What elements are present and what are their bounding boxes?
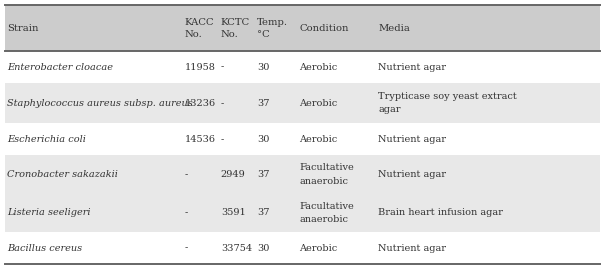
Text: agar: agar — [378, 105, 401, 114]
Text: -: - — [221, 135, 224, 144]
Text: 2949: 2949 — [221, 170, 246, 179]
Text: -: - — [221, 63, 224, 72]
Text: Aerobic: Aerobic — [299, 135, 338, 144]
Bar — [5, 155, 600, 194]
Text: Strain: Strain — [7, 24, 39, 33]
Bar — [5, 83, 600, 123]
Text: Temp.: Temp. — [257, 18, 288, 27]
Text: 37: 37 — [257, 99, 270, 108]
Text: Bacillus cereus: Bacillus cereus — [7, 244, 82, 253]
Bar — [5, 123, 600, 155]
Text: 14536: 14536 — [185, 135, 215, 144]
Text: 33754: 33754 — [221, 244, 252, 253]
Text: 11958: 11958 — [185, 63, 215, 72]
Text: -: - — [221, 99, 224, 108]
Text: 30: 30 — [257, 135, 269, 144]
Text: Cronobacter sakazakii: Cronobacter sakazakii — [7, 170, 118, 179]
Text: Aerobic: Aerobic — [299, 99, 338, 108]
Text: °C: °C — [257, 30, 270, 38]
Text: 13236: 13236 — [185, 99, 215, 108]
Text: Staphylococcus aureus subsp. aureus: Staphylococcus aureus subsp. aureus — [7, 99, 193, 108]
Text: Aerobic: Aerobic — [299, 63, 338, 72]
Text: 37: 37 — [257, 208, 270, 217]
Text: Nutrient agar: Nutrient agar — [378, 170, 446, 179]
Text: Nutrient agar: Nutrient agar — [378, 244, 446, 253]
Text: anaerobic: anaerobic — [299, 177, 348, 186]
Text: Nutrient agar: Nutrient agar — [378, 135, 446, 144]
Text: 37: 37 — [257, 170, 270, 179]
Text: Enterobacter cloacae: Enterobacter cloacae — [7, 63, 113, 72]
Text: -: - — [185, 170, 188, 179]
Bar — [5, 5, 600, 51]
Text: Media: Media — [378, 24, 410, 33]
Text: 3591: 3591 — [221, 208, 246, 217]
Text: anaerobic: anaerobic — [299, 215, 348, 224]
Text: Aerobic: Aerobic — [299, 244, 338, 253]
Bar — [5, 51, 600, 83]
Text: Facultative: Facultative — [299, 163, 354, 172]
Text: Facultative: Facultative — [299, 202, 354, 211]
Text: -: - — [185, 244, 188, 253]
Text: Nutrient agar: Nutrient agar — [378, 63, 446, 72]
Text: Brain heart infusion agar: Brain heart infusion agar — [378, 208, 503, 217]
Text: No.: No. — [185, 30, 202, 38]
Text: Escherichia coli: Escherichia coli — [7, 135, 86, 144]
Text: Condition: Condition — [299, 24, 349, 33]
Bar — [5, 194, 600, 232]
Text: No.: No. — [221, 30, 238, 38]
Text: Listeria seeligeri: Listeria seeligeri — [7, 208, 91, 217]
Text: 30: 30 — [257, 63, 269, 72]
Bar — [5, 232, 600, 264]
Text: Trypticase soy yeast extract: Trypticase soy yeast extract — [378, 92, 517, 101]
Text: 30: 30 — [257, 244, 269, 253]
Text: KCTC: KCTC — [221, 18, 250, 27]
Text: KACC: KACC — [185, 18, 214, 27]
Text: -: - — [185, 208, 188, 217]
